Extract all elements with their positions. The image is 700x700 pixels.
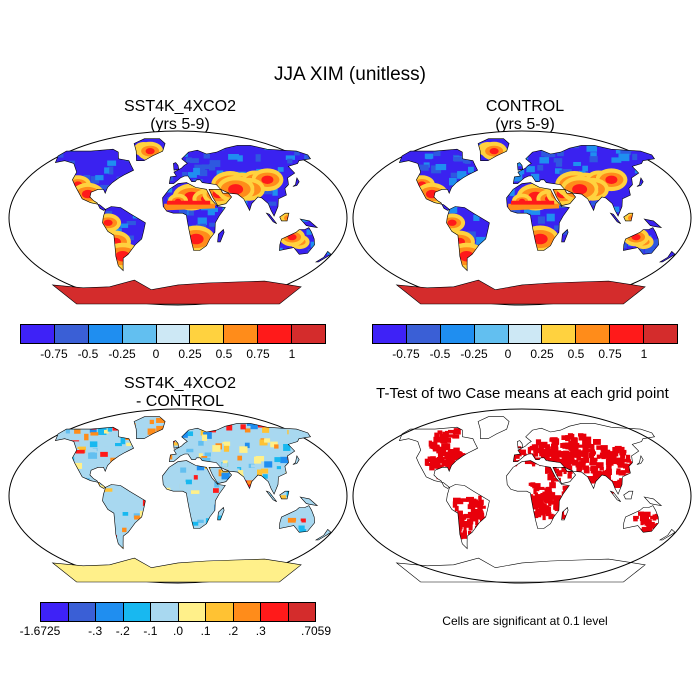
- colorbar-swatch: [508, 325, 543, 343]
- colorbar-tick-label: 0: [504, 347, 512, 361]
- colorbar-swatch: [258, 325, 293, 343]
- colorbar-swatch: [406, 325, 441, 343]
- colorbar-tick-label: 0: [152, 347, 160, 361]
- panel-title-sst4k: SST4K_4XCO2 (yrs 5-9): [123, 98, 237, 133]
- colorbar-swatch: [122, 325, 157, 343]
- colorbar-swatch: [224, 325, 259, 343]
- colorbar-swatch: [233, 603, 261, 621]
- colorbar-tick-label: -0.25: [460, 347, 488, 361]
- panel-title-control: CONTROL (yrs 5-9): [485, 98, 565, 133]
- colorbar-control: [372, 324, 678, 344]
- colorbar-swatch: [41, 603, 69, 621]
- colorbar-sst4k-labels: -0.75 -0.5 -0.25 0 0.25 0.5 0.75 1: [20, 347, 326, 363]
- colorbar-swatch: [644, 325, 678, 343]
- colorbar-sst4k: [20, 324, 326, 344]
- colorbar-tick-label: 1: [640, 347, 648, 361]
- colorbar-swatch: [440, 325, 475, 343]
- colorbar-swatch: [542, 325, 577, 343]
- colorbar-swatch: [96, 603, 124, 621]
- map-sst4k: [8, 130, 348, 306]
- panel-title-difference: SST4K_4XCO2- CONTROL: [123, 375, 237, 410]
- map-difference: [8, 408, 348, 584]
- coastlines: [395, 416, 676, 583]
- colorbar-tick-label: -.1: [143, 624, 158, 638]
- colorbar-swatch: [292, 325, 326, 343]
- colorbar-swatch: [123, 603, 151, 621]
- colorbar-tick-label: .7059: [300, 624, 332, 638]
- colorbar-tick-label: -1.6725: [19, 624, 61, 638]
- colorbar-swatch: [178, 603, 206, 621]
- map-outline: [352, 408, 692, 584]
- colorbar-swatch: [88, 325, 123, 343]
- colorbar-swatch: [261, 603, 289, 621]
- colorbar-tick-label: 0.75: [246, 347, 270, 361]
- colorbar-swatch: [68, 603, 96, 621]
- colorbar-tick-label: 1: [288, 347, 296, 361]
- colorbar-swatch: [576, 325, 611, 343]
- significance-note: Cells are significant at 0.1 level: [442, 614, 608, 628]
- colorbar-tick-label: -0.75: [392, 347, 420, 361]
- colorbar-tick-label: -0.5: [429, 347, 451, 361]
- colorbar-swatch: [206, 603, 234, 621]
- colorbar-tick-label: -0.25: [108, 347, 136, 361]
- colorbar-control-labels: -0.75 -0.5 -0.25 0 0.25 0.5 0.75 1: [372, 347, 678, 363]
- colorbar-swatch: [21, 325, 55, 343]
- colorbar-tick-label: -.2: [115, 624, 130, 638]
- figure-title: JJA XIM (unitless): [273, 64, 427, 85]
- colorbar-tick-label: -0.5: [77, 347, 99, 361]
- colorbar-swatch: [373, 325, 407, 343]
- colorbar-tick-label: 0.25: [178, 347, 202, 361]
- coastlines: [51, 416, 332, 583]
- colorbar-tick-label: .0: [172, 624, 184, 638]
- colorbar-tick-label: .1: [200, 624, 211, 638]
- colorbar-swatch: [288, 603, 315, 621]
- colorbar-tick-label: 0.5: [567, 347, 585, 361]
- colorbar-tick-label: -.3: [88, 624, 103, 638]
- colorbar-tick-label: -0.75: [40, 347, 68, 361]
- colorbar-tick-label: .3: [255, 624, 266, 638]
- colorbar-tick-label: 0.5: [215, 347, 233, 361]
- colorbar-swatch: [54, 325, 89, 343]
- map-ttest: [352, 408, 692, 584]
- colorbar-difference-labels: -1.6725 -.3 -.2 -.1 .0 .1 .2 .3 .7059: [20, 624, 331, 640]
- colorbar-swatch: [151, 603, 179, 621]
- map-control: [352, 130, 692, 306]
- colorbar-swatch: [156, 325, 191, 343]
- colorbar-difference: [40, 602, 316, 622]
- colorbar-swatch: [610, 325, 645, 343]
- colorbar-tick-label: 0.75: [598, 347, 622, 361]
- colorbar-swatch: [474, 325, 509, 343]
- coastlines: [395, 138, 676, 305]
- colorbar-tick-label: 0.25: [530, 347, 554, 361]
- panel-title-ttest: T-Test of two Case means at each grid po…: [376, 385, 669, 402]
- colorbar-swatch: [190, 325, 225, 343]
- coastlines: [51, 138, 332, 305]
- colorbar-tick-label: .2: [228, 624, 239, 638]
